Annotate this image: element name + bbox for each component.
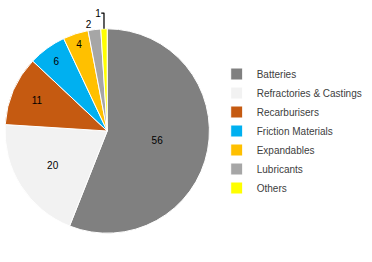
svg-text:20: 20: [47, 160, 59, 171]
svg-text:6: 6: [54, 56, 60, 67]
svg-text:Expandables: Expandables: [257, 145, 315, 156]
svg-text:Batteries: Batteries: [257, 69, 296, 80]
svg-text:Lubricants: Lubricants: [257, 164, 303, 175]
svg-text:Recarburisers: Recarburisers: [257, 107, 319, 118]
svg-text:2: 2: [86, 19, 92, 30]
svg-text:Refractories & Castings: Refractories & Castings: [257, 88, 362, 99]
svg-text:4: 4: [76, 39, 82, 50]
svg-text:1: 1: [95, 8, 101, 19]
svg-text:56: 56: [152, 135, 164, 146]
svg-text:Others: Others: [257, 183, 287, 194]
svg-text:Friction Materials: Friction Materials: [257, 126, 333, 137]
svg-text:11: 11: [32, 95, 43, 106]
